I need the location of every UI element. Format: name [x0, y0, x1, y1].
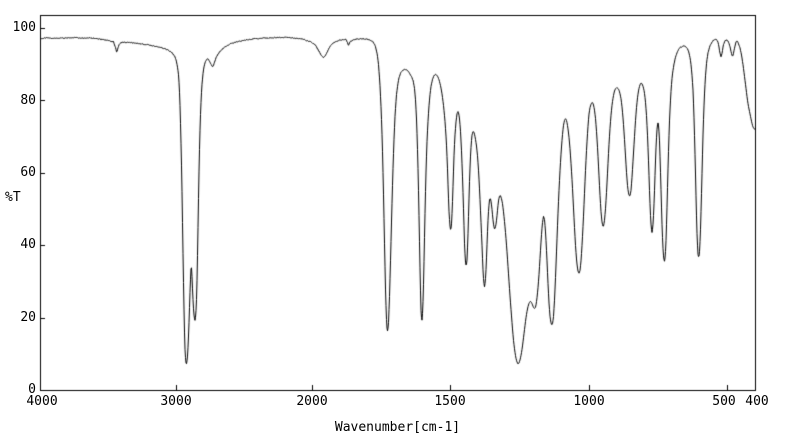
x-tick-label-4000: 4000: [26, 394, 58, 409]
x-tick-label-2000: 2000: [296, 394, 328, 409]
y-tick-label-80: 80: [20, 93, 36, 108]
x-tick-label-3000: 3000: [160, 394, 192, 409]
y-tick-label-20: 20: [20, 310, 36, 325]
x-tick-label-500: 500: [712, 394, 736, 409]
y-axis-title: %T: [5, 190, 21, 205]
y-tick-label-60: 60: [20, 165, 36, 180]
x-axis-title: Wavenumber[cm-1]: [334, 420, 461, 435]
y-tick-label-40: 40: [20, 237, 36, 252]
x-tick-label-1000: 1000: [573, 394, 605, 409]
x-tick-label-1500: 1500: [434, 394, 466, 409]
x-tick-label-400: 400: [745, 394, 769, 409]
y-tick-label-100: 100: [12, 20, 36, 35]
y-tick-label-0: 0: [28, 382, 36, 397]
